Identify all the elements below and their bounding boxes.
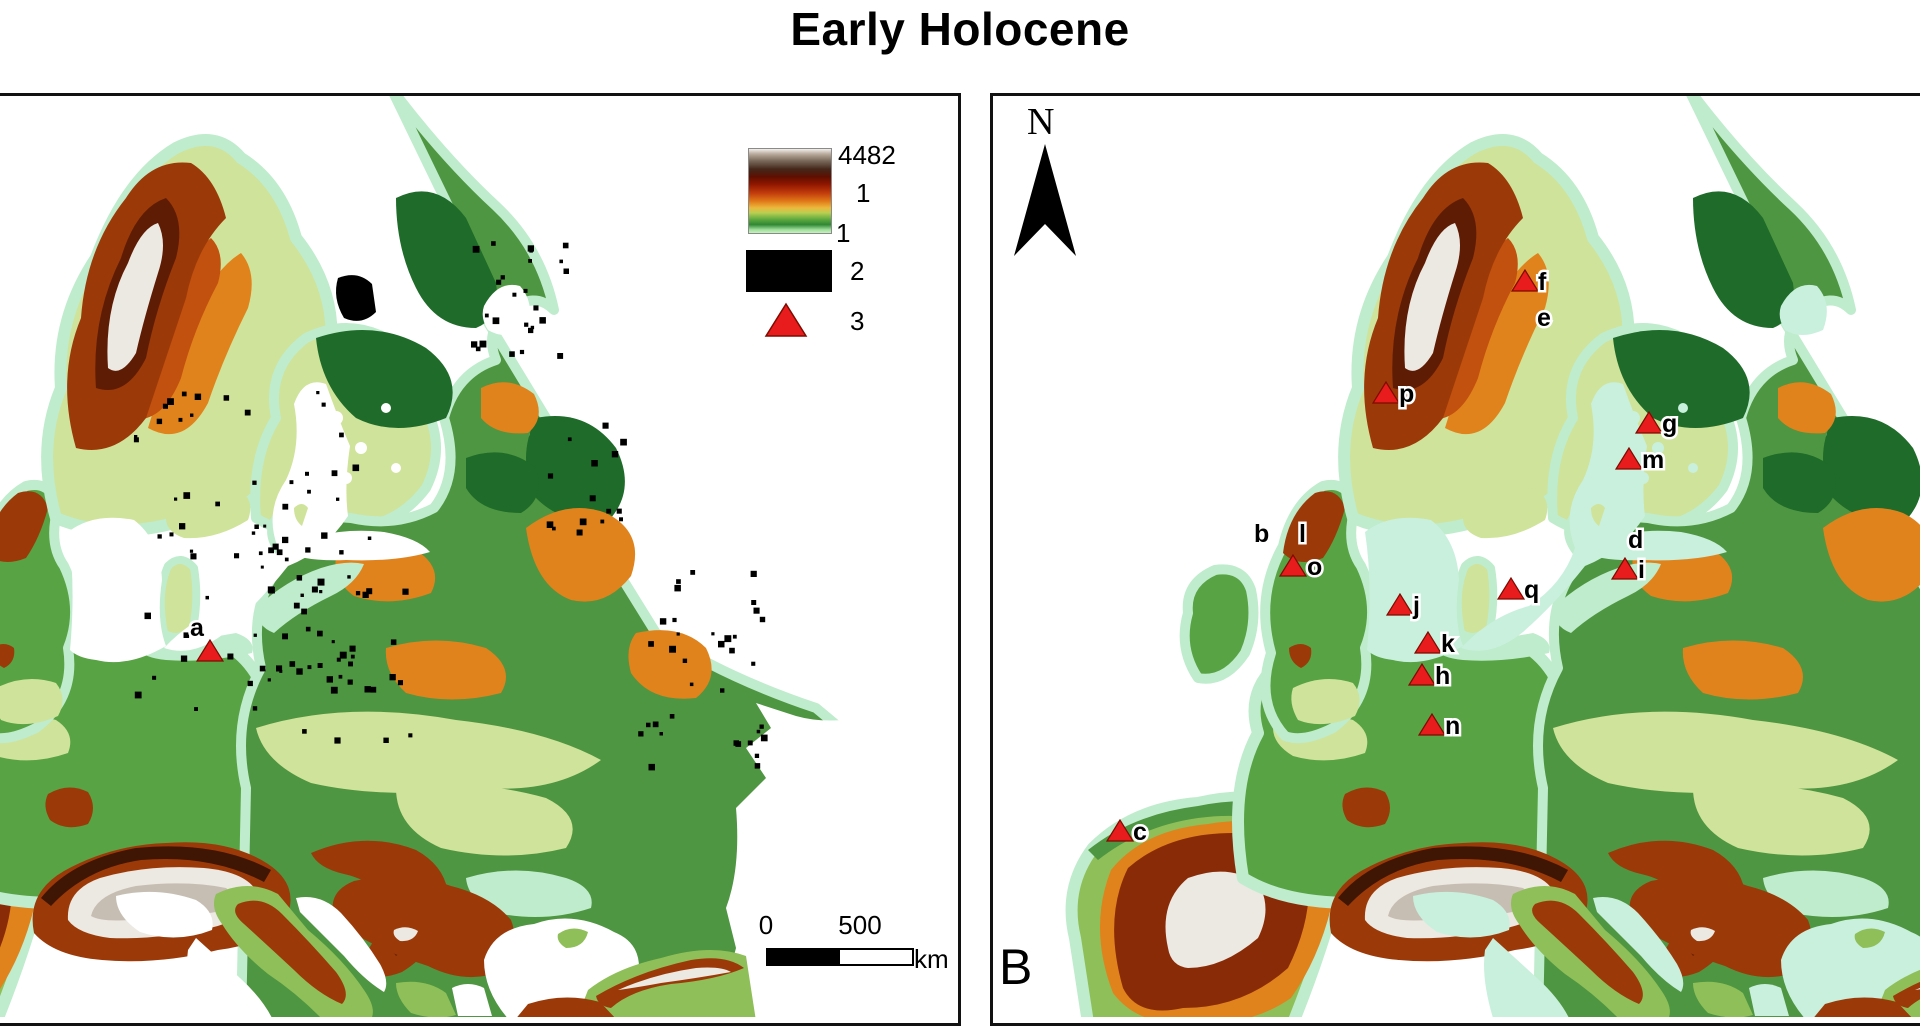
figure-title: Early Holocene [790, 3, 1130, 55]
legend-item-2-label: 2 [850, 256, 865, 286]
map-panel-a: a 4482 1 1 2 3 0 500 km [0, 93, 961, 1026]
legend-black-swatch [746, 250, 832, 292]
ramp-mid-label: 1 [856, 178, 871, 208]
ramp-min-label: 1 [836, 218, 851, 248]
scale-bar-white-segment [838, 948, 914, 966]
panel-b-letter: B [999, 939, 1033, 995]
legend-item-3-label: 3 [850, 306, 865, 336]
scale-500-label: 500 [838, 910, 882, 940]
north-arrow-icon [1014, 144, 1076, 256]
scale-zero-label: 0 [758, 910, 774, 940]
north-label: N [1027, 101, 1055, 143]
ramp-max-label: 4482 [838, 140, 896, 170]
elevation-ramp [748, 148, 832, 234]
scale-unit-label: km [914, 944, 949, 974]
relief-map-a [0, 96, 952, 1017]
legend-site-triangle-icon [764, 302, 808, 337]
scale-bar-black-segment [766, 948, 842, 966]
lake-ice-speckles [133, 241, 768, 771]
relief-map-b [993, 96, 1920, 1017]
